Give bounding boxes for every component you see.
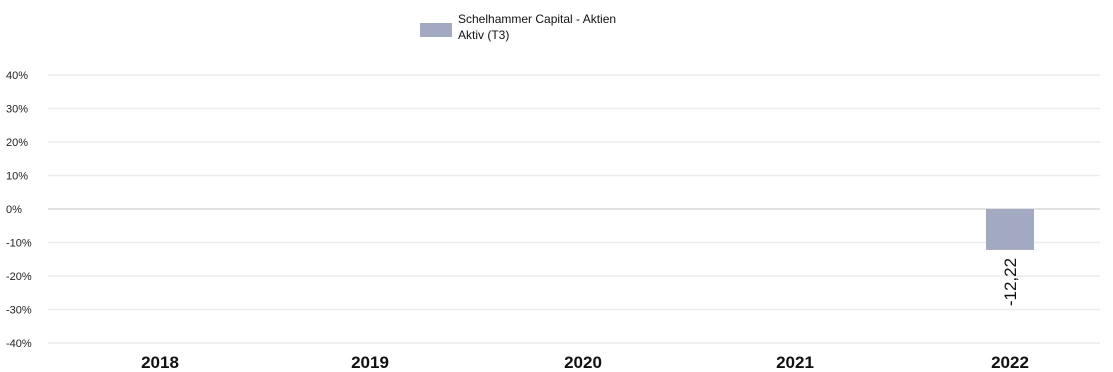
x-axis: 2018 2019 2020 2021 2022	[141, 353, 1029, 372]
legend-label-line-1: Schelhammer Capital - Aktien	[458, 12, 616, 26]
y-tick-label: -40%	[6, 338, 32, 350]
x-tick-label: 2019	[351, 353, 389, 372]
x-tick-label: 2021	[776, 353, 814, 372]
y-tick-label: 30%	[6, 104, 28, 116]
y-tick-label: -30%	[6, 305, 32, 317]
legend: Schelhammer Capital - Aktien Aktiv (T3)	[420, 12, 616, 42]
y-tick-label: 0%	[6, 204, 22, 216]
gridlines	[48, 74, 1100, 344]
data-label: -12,22	[1001, 258, 1020, 306]
x-tick-label: 2022	[991, 353, 1029, 372]
y-axis: 40% 30% 20% 10% 0% -10% -20% -30% -40%	[6, 70, 32, 350]
y-tick-label: 40%	[6, 70, 28, 82]
y-tick-label: -20%	[6, 271, 32, 283]
x-tick-label: 2020	[564, 353, 602, 372]
y-tick-label: 10%	[6, 171, 28, 183]
legend-label-line-2: Aktiv (T3)	[458, 28, 509, 42]
y-tick-label: 20%	[6, 137, 28, 149]
x-tick-label: 2018	[141, 353, 179, 372]
data-labels: -12,22	[1001, 258, 1020, 306]
legend-swatch	[420, 23, 452, 37]
bar	[986, 209, 1034, 250]
y-tick-label: -10%	[6, 238, 32, 250]
bars	[986, 209, 1034, 250]
